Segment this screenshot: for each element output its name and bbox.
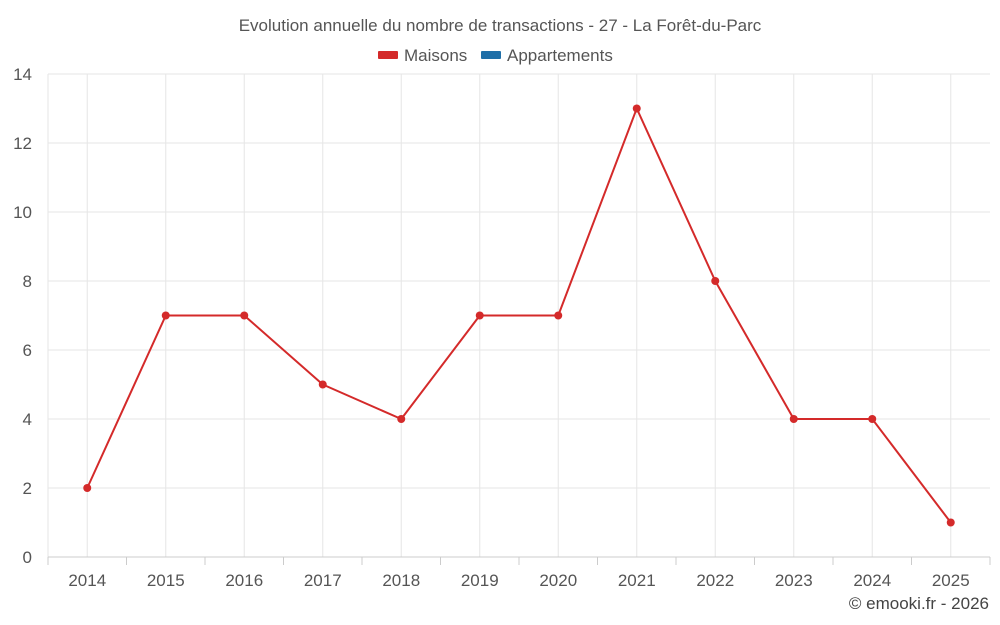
x-tick-label: 2016 [225,571,263,590]
chart-title: Evolution annuelle du nombre de transact… [239,16,762,35]
data-point[interactable] [554,311,563,320]
legend-swatch-appartements [481,51,501,59]
x-tick-label: 2015 [147,571,185,590]
data-point[interactable] [632,104,641,113]
y-tick-label: 10 [13,203,32,222]
series-line-maisons [86,107,952,524]
x-tick-label: 2022 [696,571,734,590]
data-point[interactable] [161,311,170,320]
series [83,104,955,527]
x-tick-label: 2025 [932,571,970,590]
data-point[interactable] [83,484,92,492]
y-tick-label: 8 [23,272,32,291]
x-tick-label: 2017 [304,571,342,590]
data-point[interactable] [240,311,249,320]
y-tick-label: 12 [13,134,32,153]
legend[interactable]: Maisons Appartements [378,46,613,65]
data-point[interactable] [789,415,798,423]
credit-text: © emooki.fr - 2026 [849,594,989,613]
y-tick-label: 6 [23,341,32,360]
legend-item-maisons[interactable]: Maisons [378,46,467,65]
x-axis: 2014 2015 2016 2017 2018 2019 2020 2021 2022 2023… [47,556,991,590]
data-point[interactable] [868,415,877,423]
data-point[interactable] [397,415,406,423]
data-point[interactable] [946,518,955,527]
y-tick-label: 2 [23,479,32,498]
x-tick-label: 2014 [68,571,106,590]
y-tick-label: 0 [23,548,32,567]
x-tick-label: 2019 [461,571,499,590]
x-tick-label: 2021 [618,571,656,590]
y-tick-label: 4 [23,410,32,429]
legend-label-appartements: Appartements [507,46,613,65]
x-tick-label: 2020 [539,571,577,590]
legend-label-maisons: Maisons [404,46,467,65]
y-axis: 0 2 4 6 8 10 12 14 [13,65,32,567]
x-tick-label: 2023 [775,571,813,590]
x-tick-label: 2018 [382,571,420,590]
x-tick-label: 2024 [853,571,891,590]
data-point[interactable] [711,277,720,285]
y-tick-label: 14 [13,65,32,84]
legend-item-appartements[interactable]: Appartements [481,46,613,65]
data-point[interactable] [475,311,484,320]
legend-swatch-maisons [378,51,398,59]
data-point[interactable] [318,380,327,389]
